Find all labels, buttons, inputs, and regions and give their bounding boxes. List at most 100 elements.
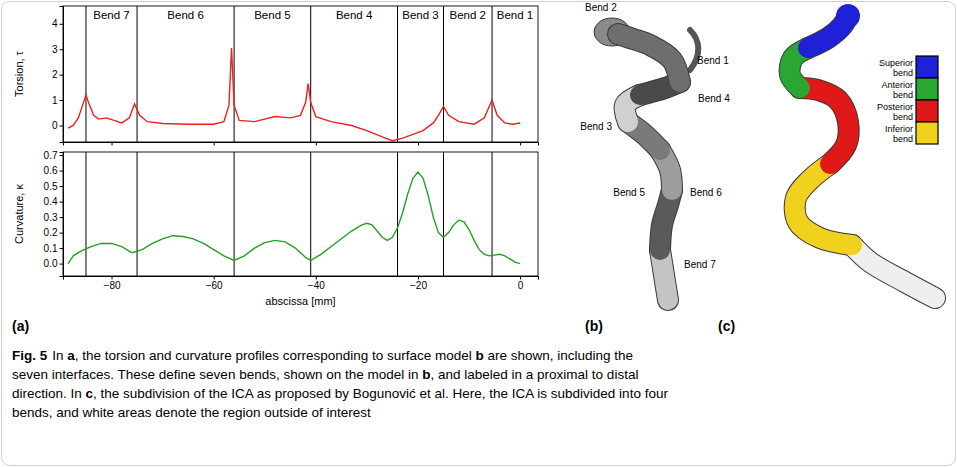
interface-line [137,6,138,142]
y-tick-mark [60,24,64,25]
y-tick-mark [60,186,64,187]
y-axis-title: Torsion, τ [13,50,25,97]
figure: 01234Bend 7Bend 6Bend 5Bend 4Bend 3Bend … [0,0,957,467]
interface-line [85,152,86,276]
x-tick-label: −40 [308,280,325,291]
y-tick: 0 [52,120,63,131]
caption-text: b [422,367,430,382]
y-axis-line [60,7,64,143]
caption-line: bends, and white areas denote the region… [12,405,371,420]
y-tick: 0.0 [44,258,63,269]
y-axis: 0.00.10.20.30.40.50.60.7 [44,150,64,277]
y-tick-mark [60,171,64,172]
x-tick: −60 [206,276,223,291]
x-tick-label: −20 [410,280,427,291]
x-tick-mark [214,142,215,146]
panel-label: (c) [718,318,735,334]
y-tick-label: 0 [52,120,58,131]
y-tick: 0.7 [44,150,63,161]
interface-line [492,6,493,142]
y-axis-line [60,153,64,277]
caption-text: direction. In [12,386,86,401]
x-tick-label: −80 [104,280,121,291]
legend-swatch [916,78,938,100]
x-tick [214,142,215,146]
y-tick-mark [60,155,64,156]
x-tick: 0 [518,276,524,291]
y-tick-label: 2 [52,69,58,80]
interface-line [137,152,138,276]
y-tick-label: 1 [52,95,58,106]
legend-label: Posteriorbend [877,102,913,122]
interface-line [310,6,311,142]
y-tick: 0.5 [44,181,63,192]
panel-c: SuperiorbendAnteriorbendPosteriorbendInf… [790,4,938,298]
y-tick-label: 3 [52,44,58,55]
interface-line [85,6,86,142]
y-tick-label: 0.7 [44,150,58,161]
bend-label: Bend 1 [697,55,729,66]
interface-line [397,6,398,142]
legend-swatch [916,100,938,122]
bend-label: Bend 5 [254,9,290,21]
data-line [68,48,520,141]
plot-area [68,6,520,142]
x-axis-line [64,143,539,146]
caption-line: seven interfaces. These define seven ben… [12,367,638,382]
y-tick-mark [60,217,64,218]
caption: Fig. 5In a, the torsion and curvature pr… [12,348,668,420]
y-tick-label: 4 [52,18,58,29]
x-tick-label: −60 [206,280,223,291]
bend-label: Bend 4 [336,9,373,21]
caption-text: bends, and white areas denote the region… [12,405,371,420]
panel-label: (a) [12,318,29,334]
plot-frame [63,6,538,142]
y-tick-mark [60,202,64,203]
chart: −80−60−40−2000.00.10.20.30.40.50.60.7Cur… [13,150,539,307]
interface-line [234,152,235,276]
x-tick: −20 [410,276,427,291]
x-tick-mark [520,142,521,146]
y-tick-label: 0.0 [44,258,58,269]
x-tick-mark [316,142,317,146]
legend-label: Inferiorbend [885,124,913,144]
bend-label: Bend 4 [698,93,730,104]
data-line [68,172,520,263]
caption-text: are shown, including the [484,348,633,363]
y-tick: 0.3 [44,212,63,223]
vessel-outline [852,245,935,298]
x-tick-mark [418,142,419,146]
x-axis-title: abscissa [mm] [265,295,335,307]
interface-line [443,152,444,276]
y-tick: 1 [52,95,63,106]
y-tick-mark [60,264,64,265]
y-tick-mark [60,248,64,249]
x-tick: −40 [308,276,325,291]
bend-label: Bend 1 [497,9,533,21]
interface-line [310,152,311,276]
y-tick: 2 [52,69,63,80]
caption-line: direction. In c, the subdivision of the … [12,386,668,401]
y-tick-label: 0.2 [44,227,58,238]
vessel-outline [618,34,680,82]
interface-line [443,6,444,142]
caption-text: , the subdivision of the ICA as proposed… [93,386,668,401]
bend-label: Bend 7 [684,259,716,270]
bend-label: Bend 5 [613,187,645,198]
figure-border [2,2,956,466]
vessel-outside [852,245,935,298]
vessel-segment [618,34,680,82]
y-axis-title: Curvature, κ [13,184,25,244]
y-tick-label: 0.6 [44,165,58,176]
legend: SuperiorbendAnteriorbendPosteriorbendInf… [877,56,938,144]
caption-text: , the torsion and curvature profiles cor… [75,348,476,363]
x-tick: −80 [104,276,121,291]
x-tick [316,142,317,146]
vessel-superior-end [836,4,860,28]
y-tick-mark [60,233,64,234]
x-axis: −80 −60 −40 −20 0 [64,276,539,291]
y-tick: 0.6 [44,165,63,176]
x-tick-label: 0 [518,280,524,291]
legend-label: Superiorbend [879,58,913,78]
y-tick-mark [60,49,64,50]
